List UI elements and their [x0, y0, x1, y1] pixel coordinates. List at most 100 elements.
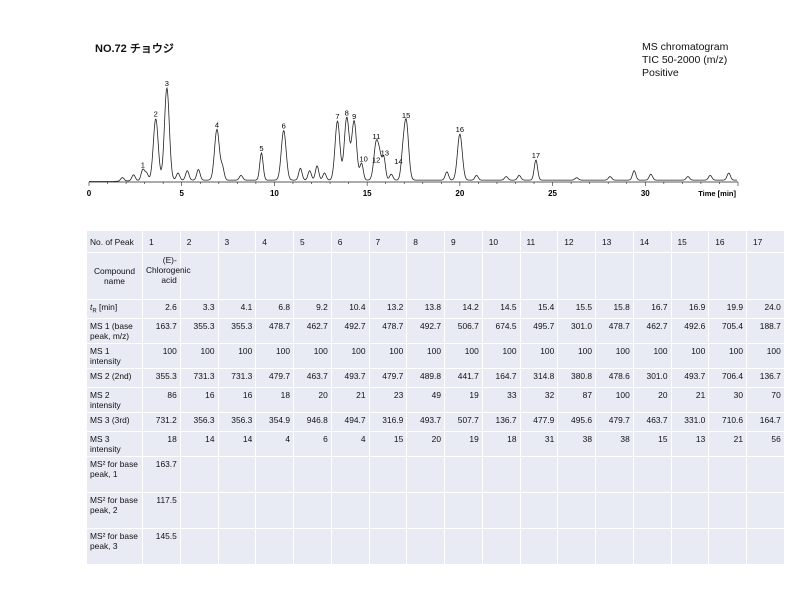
table-cell: 38: [595, 431, 634, 457]
table-cell: 495.6: [557, 412, 596, 432]
info-line-3: Positive: [642, 67, 679, 79]
row-header: MS 2 (2nd): [86, 368, 143, 388]
table-cell: [746, 492, 785, 529]
row-header: MS 1 intensity: [86, 343, 143, 369]
table-cell: 441.7: [444, 368, 483, 388]
table-cell: 100: [746, 343, 785, 369]
peak-label: 17: [532, 151, 540, 160]
table-cell: 946.8: [293, 412, 332, 432]
table-cell: [368, 456, 408, 493]
table-cell: 21: [708, 431, 747, 457]
table-cell: 493.7: [330, 368, 370, 388]
table-cell: 100: [708, 343, 747, 369]
row-header: MS² for base peak, 1: [86, 456, 143, 493]
table-cell: [330, 252, 370, 300]
table-cell: [255, 252, 294, 300]
x-tick-label: 30: [641, 189, 650, 198]
table-cell: 2: [179, 230, 219, 253]
table-cell: 19: [444, 431, 483, 457]
table-cell: [557, 492, 596, 529]
table-cell: 38: [557, 431, 596, 457]
table-cell: 100: [368, 343, 408, 369]
peak-label: 15: [402, 111, 410, 120]
table-cell: 16: [708, 230, 747, 253]
x-tick-label: 10: [270, 189, 279, 198]
table-cell: 301.0: [632, 368, 672, 388]
table-cell: 478.7: [255, 318, 294, 344]
table-cell: 355.3: [142, 368, 181, 388]
table-cell: 15.4: [519, 299, 559, 319]
table-cell: 16.7: [632, 299, 672, 319]
table-cell: 314.8: [519, 368, 559, 388]
peak-label: 5: [259, 144, 263, 153]
table-cell: 30: [708, 387, 747, 413]
table-cell: 13.8: [406, 299, 445, 319]
table-cell: 494.7: [330, 412, 370, 432]
peak-label: 1: [141, 160, 145, 169]
table-cell: [595, 456, 634, 493]
table-cell: 706.4: [708, 368, 747, 388]
table-cell: [595, 492, 634, 529]
peak-data-table: No. of Peak 1 2 3 4 5 6 7 8 9 10 11 12 13 14 15 16 17 Comp…: [86, 230, 785, 565]
row-ms2-base-peak-3: MS² for base peak, 3 145.5: [86, 528, 785, 565]
table-cell: 16: [217, 387, 257, 413]
table-cell: 145.5: [142, 528, 181, 565]
table-cell: 100: [670, 343, 710, 369]
row-header: MS 2 intensity: [86, 387, 143, 413]
table-cell: 731.3: [179, 368, 219, 388]
x-tick-label: 0: [87, 189, 92, 198]
table-cell: 17: [746, 230, 785, 253]
table-cell: 100: [557, 343, 596, 369]
table-cell: 87: [557, 387, 596, 413]
table-cell: [406, 528, 445, 565]
table-cell: 356.3: [217, 412, 257, 432]
table-cell: 100: [179, 343, 219, 369]
table-cell: 18: [481, 431, 521, 457]
table-cell: 462.7: [293, 318, 332, 344]
table-cell: [708, 528, 747, 565]
page-title: NO.72 チョウジ: [95, 43, 174, 55]
table-cell: 12: [557, 230, 596, 253]
table-cell: 1: [142, 230, 181, 253]
table-cell: [217, 252, 257, 300]
tic-trace-line: [89, 86, 737, 182]
peak-label: 10: [359, 154, 367, 163]
table-cell: 49: [406, 387, 445, 413]
table-cell: [519, 528, 559, 565]
table-cell: [368, 492, 408, 529]
table-cell: 100: [444, 343, 483, 369]
info-line-1: MS chromatogram: [642, 41, 729, 53]
table-cell: [293, 252, 332, 300]
table-cell: 32: [519, 387, 559, 413]
x-tick-label: 25: [548, 189, 557, 198]
table-cell: [670, 492, 710, 529]
table-cell: 8: [406, 230, 445, 253]
table-cell: 478.7: [595, 318, 634, 344]
table-cell: 23: [368, 387, 408, 413]
table-cell: 7: [368, 230, 408, 253]
table-cell: [519, 252, 559, 300]
table-cell: 477.9: [519, 412, 559, 432]
table-cell: [557, 456, 596, 493]
table-cell: 4.1: [217, 299, 257, 319]
table-cell: [557, 252, 596, 300]
x-tick-label: 15: [363, 189, 372, 198]
table-cell: 31: [519, 431, 559, 457]
table-cell: [330, 492, 370, 529]
table-cell: [406, 492, 445, 529]
table-cell: 100: [217, 343, 257, 369]
peak-label: 3: [165, 79, 169, 88]
table-cell: 21: [670, 387, 710, 413]
table-cell: 136.7: [481, 412, 521, 432]
table-cell: 9: [444, 230, 483, 253]
table-cell: [444, 492, 483, 529]
table-cell: [632, 528, 672, 565]
table-cell: [293, 492, 332, 529]
row-header: MS 1 (base peak, m/z): [86, 318, 143, 344]
table-cell: 493.7: [670, 368, 710, 388]
table-cell: [632, 252, 672, 300]
tr-symbol: t: [90, 302, 93, 312]
table-cell: [179, 528, 219, 565]
table-cell: [330, 456, 370, 493]
table-cell: 100: [330, 343, 370, 369]
